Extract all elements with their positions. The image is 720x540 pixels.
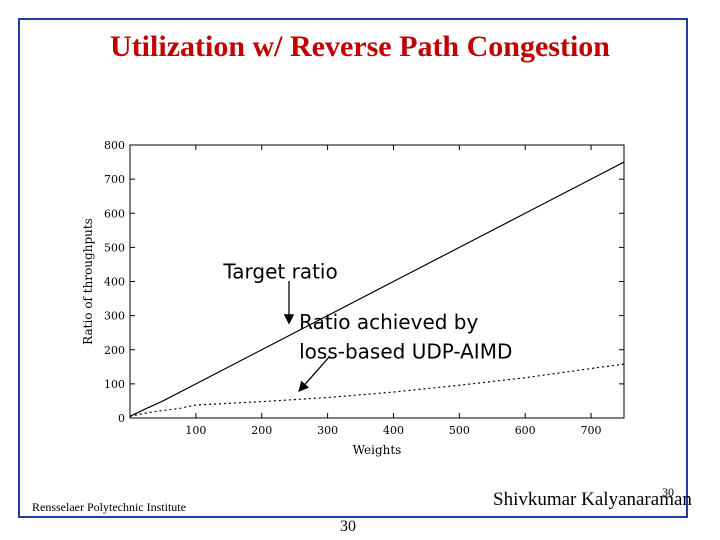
series-line-1: [129, 161, 625, 417]
x-tick-label: 600: [515, 424, 536, 437]
slide-number: 30: [340, 518, 356, 535]
x-tick-label: 100: [185, 424, 206, 437]
x-tick-label: 500: [449, 424, 470, 437]
y-tick-label: 700: [104, 173, 125, 186]
annotation-text-2: Ratio achieved by: [299, 310, 478, 334]
x-tick-label: 700: [581, 424, 602, 437]
y-tick-label: 300: [104, 310, 125, 323]
slide-frame: [18, 18, 688, 518]
y-tick-label: 800: [104, 139, 125, 152]
x-tick-label: 400: [383, 424, 404, 437]
annotation-text-1: Target ratio: [222, 259, 337, 283]
footer-author: Shivkumar Kalyanaraman: [493, 489, 692, 510]
arrow-achieved-ratio: [298, 355, 331, 392]
slide-title: Utilization w/ Reverse Path Congestion: [110, 30, 610, 63]
y-tick-label: 200: [104, 344, 125, 357]
y-tick-label: 0: [118, 412, 125, 425]
y-tick-label: 400: [104, 276, 125, 289]
y-tick-label: 100: [104, 378, 125, 391]
x-tick-label: 200: [251, 424, 272, 437]
y-axis-label: Ratio of throughputs: [81, 218, 95, 345]
y-tick-label: 500: [104, 241, 125, 254]
y-tick-label: 600: [104, 207, 125, 220]
footer-institution: Rensselaer Polytechnic Institute: [32, 500, 186, 514]
annotation-text-3: loss-based UDP-AIMD: [299, 339, 512, 363]
series-line-2: [129, 363, 625, 417]
plot-area: 0 100 200 300 400 500 600 700 800 100 200 300 400 500…: [81, 139, 625, 457]
x-tick-label: 300: [317, 424, 338, 437]
x-axis-label: Weights: [353, 443, 402, 457]
plot-frame: [129, 144, 625, 419]
slide-number-small: 30: [662, 485, 674, 499]
